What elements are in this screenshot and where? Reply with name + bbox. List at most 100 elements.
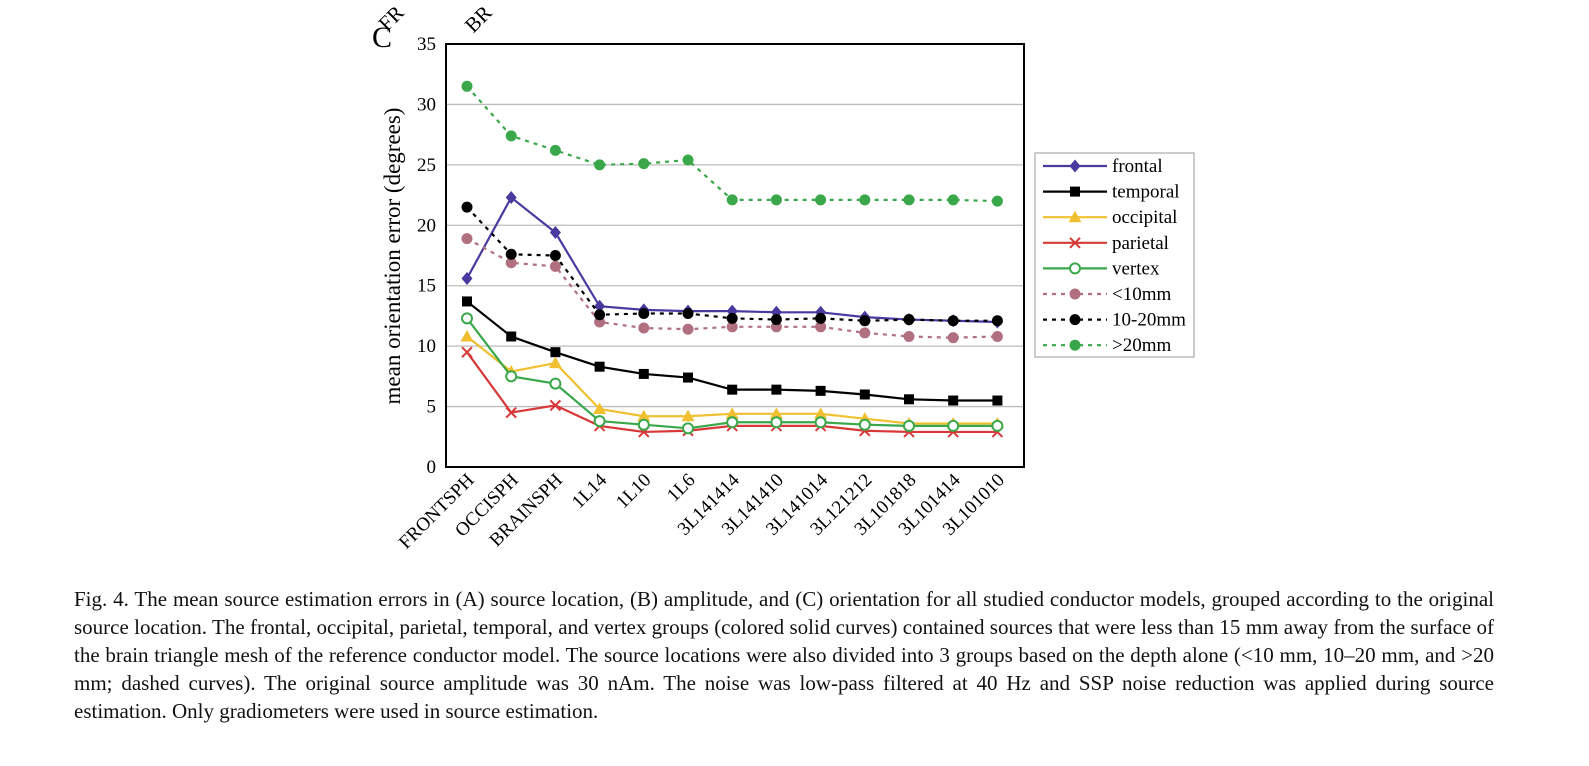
data-point: [549, 226, 561, 240]
data-point: [859, 327, 871, 339]
legend-swatch-marker: [1069, 159, 1081, 173]
data-point: [461, 346, 473, 358]
y-tick-labels: 0 5 10 15 20 25 30 35: [417, 34, 436, 478]
data-point: [903, 194, 915, 206]
data-point: [594, 309, 606, 321]
data-point: [549, 250, 561, 261]
data-point: [815, 312, 827, 324]
data-point: [903, 330, 915, 342]
data-series: [460, 80, 1004, 438]
data-point: [815, 385, 826, 396]
data-point: [770, 194, 782, 206]
series-line: [466, 85, 998, 203]
data-point: [505, 190, 517, 204]
data-point: [548, 356, 562, 369]
data-point: [771, 384, 782, 395]
data-point: [638, 158, 650, 170]
legend-swatch-marker: [1069, 288, 1081, 300]
data-point: [769, 407, 783, 419]
data-point: [549, 144, 561, 156]
data-point: [991, 315, 1003, 327]
data-point: [859, 194, 871, 206]
series-group: [461, 312, 1004, 435]
data-point: [549, 377, 562, 390]
data-point: [638, 322, 650, 334]
y-tick-label: 15: [417, 276, 436, 297]
legend-entry: temporal: [1112, 182, 1180, 203]
data-point: [594, 159, 606, 171]
x-tick-label: 1L10: [612, 470, 655, 513]
legend: frontal temporal occipital parietal vertex <1…: [1034, 152, 1195, 358]
data-point: [550, 347, 561, 358]
data-point: [947, 419, 960, 432]
data-point: [593, 402, 607, 414]
plot-frame: [445, 43, 1025, 468]
data-point: [638, 308, 650, 320]
data-point: [681, 409, 695, 422]
legend-swatch-marker: [1069, 237, 1081, 249]
data-point: [461, 233, 473, 245]
legend-swatch-marker: [1068, 210, 1082, 223]
data-point: [815, 194, 827, 206]
data-point: [814, 407, 828, 419]
panel-label: C: [372, 21, 392, 54]
data-point: [682, 308, 694, 320]
y-tick-label: 30: [417, 94, 436, 115]
data-point: [505, 248, 517, 260]
legend-entry: occipital: [1112, 207, 1177, 228]
data-point: [725, 407, 739, 419]
y-tick-label: 5: [427, 397, 437, 418]
y-tick-label: 10: [417, 336, 436, 357]
data-point: [903, 314, 915, 326]
data-point: [682, 154, 694, 166]
series-group: [462, 296, 1003, 406]
data-point: [638, 368, 649, 379]
data-point: [947, 194, 959, 206]
data-point: [859, 389, 870, 400]
legend-entry: >20mm: [1112, 335, 1171, 356]
data-point: [505, 406, 517, 419]
data-point: [683, 372, 693, 383]
data-point: [549, 399, 562, 412]
data-point: [726, 416, 739, 429]
legend-entry: <10mm: [1112, 284, 1171, 305]
data-point: [814, 416, 827, 429]
data-point: [770, 416, 783, 429]
series-group: [460, 329, 1004, 429]
data-point: [462, 296, 472, 307]
data-point: [505, 257, 517, 269]
data-point: [461, 271, 473, 285]
data-point: [461, 312, 473, 325]
series-group: [461, 190, 1003, 329]
orientation-error-chart: FR BR C mean orientation error (degrees) …: [372, 1, 1195, 553]
data-point: [726, 194, 738, 206]
figure-caption: Fig. 4. The mean source estimation error…: [74, 587, 1494, 723]
y-tick-label: 35: [417, 34, 436, 55]
legend-box: [1034, 152, 1195, 358]
y-tick-label: 25: [417, 155, 436, 176]
x-tick-label: 1L14: [568, 469, 612, 513]
legend-swatch-marker: [1069, 314, 1081, 326]
data-point: [991, 330, 1003, 342]
data-point: [594, 299, 606, 313]
data-point: [991, 195, 1003, 207]
data-point: [637, 409, 651, 422]
legend-entry: vertex: [1112, 258, 1160, 279]
legend-entry: parietal: [1112, 233, 1169, 254]
data-point: [991, 419, 1004, 432]
series-line: [466, 195, 998, 324]
data-point: [992, 395, 1003, 406]
x-tick-label: 1L6: [663, 470, 699, 506]
y-tick-label: 0: [427, 457, 437, 478]
data-point: [461, 201, 473, 213]
data-point: [815, 321, 827, 333]
series-group: [461, 80, 1003, 207]
data-point: [637, 418, 650, 431]
data-point: [727, 384, 738, 395]
gridlines: [446, 103, 1024, 408]
data-point: [903, 419, 915, 432]
data-point: [549, 260, 561, 272]
data-point: [505, 370, 518, 383]
legend-swatch-marker: [1070, 186, 1080, 197]
